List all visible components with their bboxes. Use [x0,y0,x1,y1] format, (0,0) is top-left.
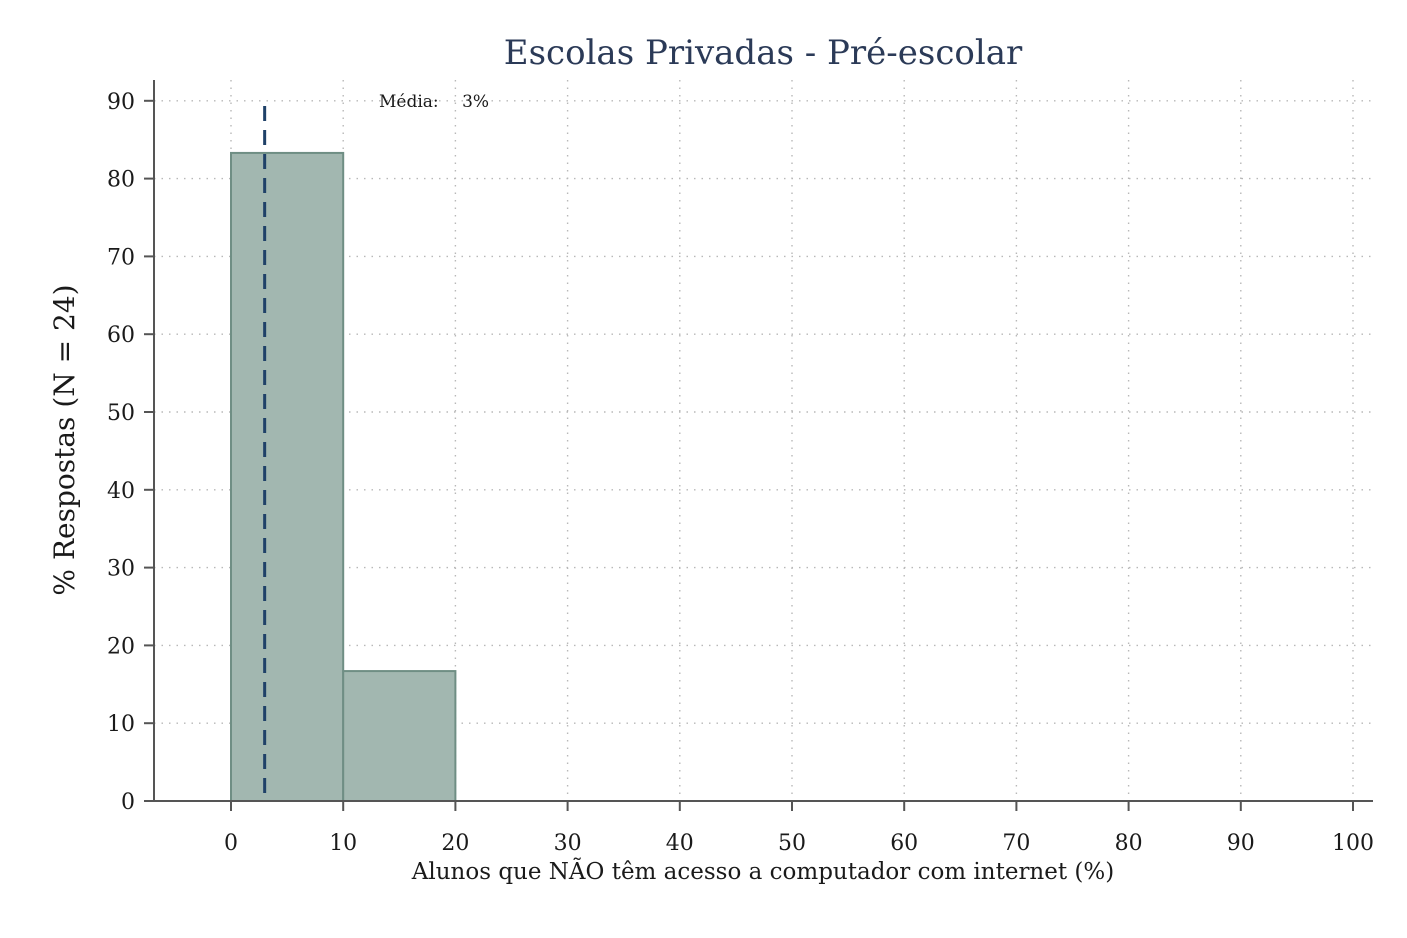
x-axis-ticks: 0 10 20 30 40 50 60 70 80 90 100 [224,801,1374,856]
x-tick-label-30: 30 [554,831,582,856]
y-axis-label: % Respostas (N = 24) [48,284,81,595]
y-tick-label-90: 90 [107,90,135,115]
y-tick-label-10: 10 [107,712,135,737]
x-tick-label-0: 0 [224,831,238,856]
x-axis-label: Alunos que NÃO têm acesso a computador c… [411,857,1114,885]
histogram-bar-2 [342,670,457,802]
x-tick-label-60: 60 [890,831,918,856]
y-tick-label-40: 40 [107,479,135,504]
histogram-bar-1 [230,151,345,802]
mean-label-prefix: Média: [379,92,439,112]
y-tick-label-0: 0 [121,790,135,815]
y-tick-label-70: 70 [107,245,135,270]
histogram-bars [230,151,457,802]
x-tick-label-90: 90 [1227,831,1255,856]
y-tick-label-50: 50 [107,401,135,426]
x-tick-label-40: 40 [666,831,694,856]
axes [153,80,1373,802]
y-tick-label-30: 30 [107,557,135,582]
x-tick-label-50: 50 [778,831,806,856]
mean-label-value: 3% [462,92,489,112]
x-tick-label-70: 70 [1002,831,1030,856]
x-tick-label-100: 100 [1332,831,1374,856]
y-axis-ticks: 0 10 20 30 40 50 60 70 80 90 [107,90,154,815]
y-tick-label-80: 80 [107,168,135,193]
chart-title: Escolas Privadas - Pré-escolar [504,33,1023,73]
x-tick-label-20: 20 [441,831,469,856]
x-tick-label-80: 80 [1115,831,1143,856]
mean-annotation: Média: 3% [379,92,489,112]
x-tick-label-10: 10 [329,831,357,856]
y-tick-label-60: 60 [107,323,135,348]
grid [154,80,1373,801]
y-tick-label-20: 20 [107,634,135,659]
